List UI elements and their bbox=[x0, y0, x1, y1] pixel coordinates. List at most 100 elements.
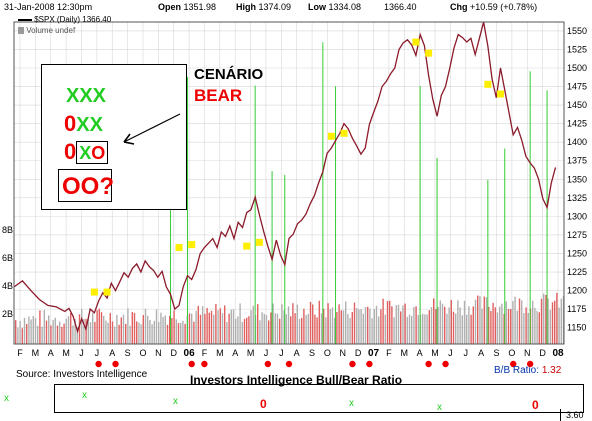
volume-bar bbox=[532, 300, 534, 344]
open-label: Open bbox=[158, 2, 182, 12]
y-tick-label: 1300 bbox=[567, 211, 587, 221]
volume-bar bbox=[554, 300, 556, 344]
legend-series-name: $SPX (Daily) bbox=[34, 15, 81, 24]
volume-bar bbox=[345, 301, 347, 344]
signal-marker bbox=[243, 242, 251, 250]
header-open: Open 1351.98 bbox=[158, 2, 216, 12]
volume-bar bbox=[331, 307, 334, 344]
volume-bar bbox=[468, 306, 470, 344]
volume-bar bbox=[364, 307, 367, 344]
ratio-mark: 0 bbox=[532, 398, 539, 412]
signal-marker bbox=[425, 49, 433, 57]
volume-bar bbox=[76, 326, 78, 344]
volume-bar bbox=[314, 314, 316, 344]
volume-bar bbox=[523, 312, 525, 344]
volume-bar bbox=[450, 300, 452, 344]
volume-bar bbox=[540, 298, 543, 344]
x-tick-label: J bbox=[95, 348, 100, 358]
annotation-line2-zero: 0 bbox=[64, 111, 77, 136]
volume-tick-label: 6B bbox=[2, 253, 13, 263]
annotation-line1: XXX bbox=[66, 85, 107, 107]
volume-tick-label: 8B bbox=[2, 225, 13, 235]
x-tick-label: O bbox=[324, 348, 331, 358]
volume-bar bbox=[15, 320, 17, 344]
volume-bar bbox=[279, 318, 281, 344]
x-tick-label: M bbox=[431, 348, 439, 358]
volume-bar bbox=[276, 313, 279, 344]
volume-bar bbox=[81, 308, 83, 344]
volume-bar bbox=[149, 319, 151, 344]
x-tick-label: D bbox=[355, 348, 362, 358]
volume-bar bbox=[461, 315, 463, 344]
volume-bar bbox=[87, 318, 89, 344]
annotation-arrow bbox=[123, 113, 181, 145]
low-value: 1334.08 bbox=[328, 2, 362, 12]
volume-bar bbox=[147, 315, 149, 344]
volume-bar bbox=[455, 313, 457, 344]
volume-bar bbox=[466, 314, 468, 344]
volume-bar bbox=[292, 303, 294, 344]
annotation-title-line1: CENÁRIO bbox=[194, 66, 264, 83]
volume-bar bbox=[105, 320, 107, 344]
volume-bar bbox=[360, 309, 362, 344]
signal-marker bbox=[497, 90, 505, 98]
volume-bar bbox=[204, 313, 206, 344]
volume-bar bbox=[136, 321, 138, 344]
volume-bar bbox=[92, 312, 94, 344]
signal-marker bbox=[340, 129, 348, 137]
signal-marker bbox=[412, 38, 420, 46]
annotation-line3-o: O bbox=[91, 143, 106, 163]
volume-bar bbox=[23, 317, 26, 344]
volume-bar bbox=[378, 316, 380, 344]
volume-bar bbox=[272, 303, 274, 344]
volume-bar bbox=[246, 317, 248, 344]
volume-bar bbox=[232, 309, 235, 344]
volume-bar bbox=[428, 310, 430, 344]
signal-marker bbox=[90, 288, 98, 296]
volume-bar bbox=[131, 312, 133, 344]
source-label: Source: Investors Intelligence bbox=[16, 369, 148, 380]
volume-bar bbox=[215, 303, 217, 344]
volume-swatch bbox=[18, 27, 24, 35]
volume-bar bbox=[261, 312, 263, 344]
ratio-mark: x bbox=[82, 390, 87, 401]
x-tick-label: N bbox=[524, 348, 531, 358]
volume-bar bbox=[217, 310, 219, 344]
volume-bar bbox=[512, 301, 514, 344]
volume-bar bbox=[499, 306, 501, 344]
volume-bar bbox=[133, 312, 136, 344]
volume-bar bbox=[536, 311, 538, 344]
event-dot bbox=[112, 360, 119, 368]
y-tick-label: 1450 bbox=[567, 100, 587, 110]
volume-bar bbox=[441, 303, 444, 344]
volume-bar bbox=[56, 325, 59, 344]
series-legend: $SPX (Daily) 1366.40 bbox=[18, 15, 111, 24]
volume-bar bbox=[175, 319, 177, 344]
volume-bar bbox=[448, 307, 450, 344]
volume-bar bbox=[349, 318, 351, 344]
volume-bar bbox=[61, 326, 63, 344]
y-tick-label: 1175 bbox=[567, 304, 586, 314]
volume-bar bbox=[151, 324, 153, 344]
volume-bar bbox=[543, 293, 545, 344]
annotation-line3-x: X bbox=[79, 143, 92, 163]
volume-bar bbox=[351, 312, 353, 344]
volume-bar bbox=[155, 309, 158, 344]
signal-marker bbox=[484, 80, 492, 88]
volume-bar bbox=[426, 314, 428, 344]
signal-markers-layer bbox=[90, 38, 505, 296]
volume-bar bbox=[41, 326, 43, 344]
volume-bar bbox=[70, 312, 72, 344]
volume-bar bbox=[195, 310, 197, 344]
volume-bar bbox=[525, 307, 527, 344]
volume-bar bbox=[547, 298, 549, 344]
y-tick-label: 1200 bbox=[567, 286, 587, 296]
bb-ratio: B/B Ratio: 1.32 bbox=[494, 365, 561, 376]
annotation-line3-zero: 0 bbox=[64, 139, 77, 164]
volume-bar bbox=[138, 322, 140, 344]
volume-bar bbox=[514, 296, 516, 344]
volume-bar bbox=[219, 308, 221, 344]
volume-bar bbox=[125, 323, 127, 344]
volume-axis-labels: 2B 4B 6B 8B bbox=[2, 225, 13, 319]
signal-marker bbox=[327, 132, 335, 140]
